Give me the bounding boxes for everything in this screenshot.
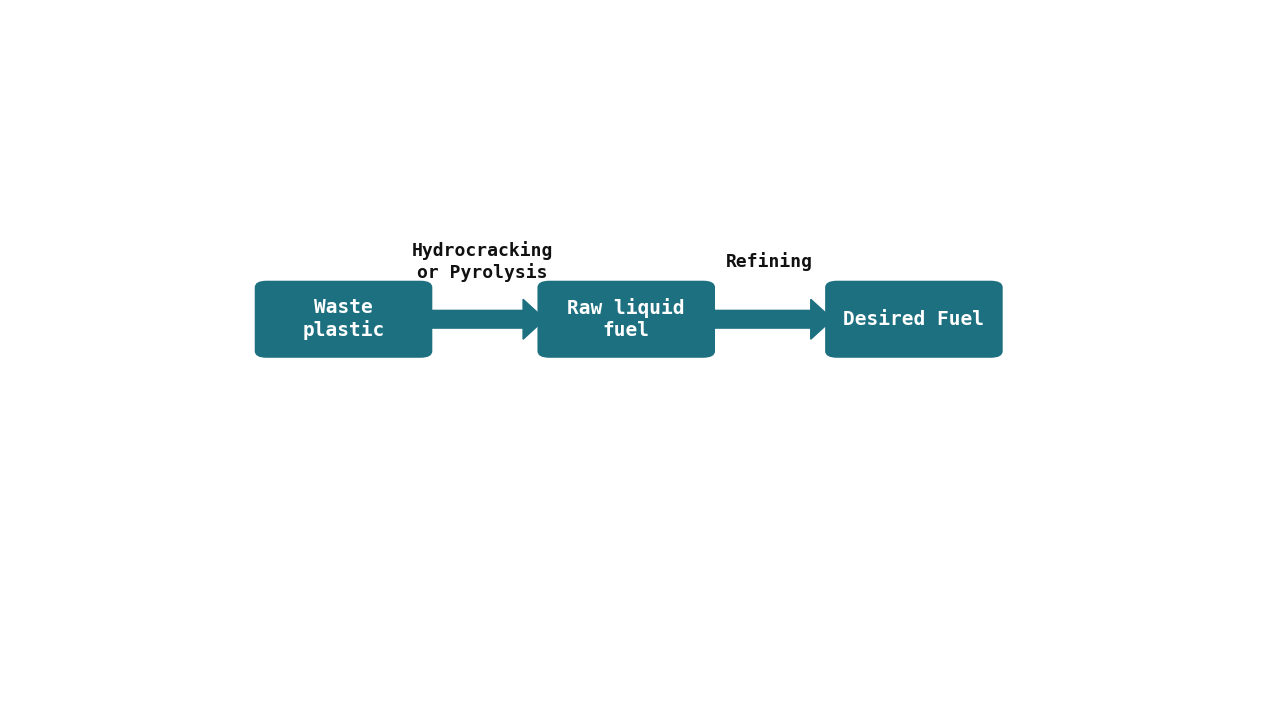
Text: Waste
plastic: Waste plastic [302,298,385,341]
FancyBboxPatch shape [538,281,716,358]
FancyArrow shape [704,300,832,339]
Text: Desired Fuel: Desired Fuel [844,310,984,329]
FancyBboxPatch shape [826,281,1002,358]
Text: Refining: Refining [726,251,813,271]
FancyBboxPatch shape [255,281,433,358]
Text: Raw liquid
fuel: Raw liquid fuel [567,298,685,341]
FancyArrow shape [422,300,545,339]
Text: Hydrocracking
or Pyrolysis: Hydrocracking or Pyrolysis [412,240,553,282]
